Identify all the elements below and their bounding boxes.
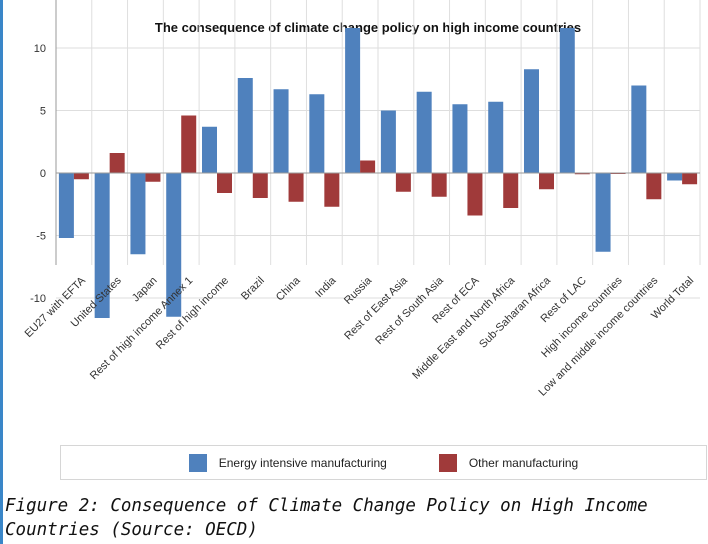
bar-other bbox=[395, 173, 411, 192]
bar-energy bbox=[667, 173, 683, 181]
bar-energy bbox=[416, 91, 432, 173]
bar-other bbox=[539, 173, 554, 190]
bar-other bbox=[252, 173, 268, 198]
bar-energy bbox=[559, 28, 575, 173]
bar-energy bbox=[202, 126, 217, 173]
bar-energy bbox=[631, 85, 647, 173]
left-accent-bar bbox=[0, 0, 3, 544]
legend-swatch-energy bbox=[188, 453, 207, 472]
bar-other bbox=[324, 173, 340, 207]
x-tick-label: Rest of high income bbox=[154, 275, 231, 352]
x-tick-label: Japan bbox=[130, 275, 160, 305]
legend-label-energy: Energy intensive manufacturing bbox=[218, 455, 387, 470]
bar-other bbox=[181, 115, 197, 173]
x-tick-label: China bbox=[274, 274, 303, 303]
x-tick-label: Rest of East Asia bbox=[342, 274, 410, 342]
bar-other bbox=[109, 153, 125, 173]
y-tick-label: 0 bbox=[40, 168, 46, 180]
bar-other bbox=[217, 173, 232, 193]
figure-caption: Figure 2: Consequence of Climate Change … bbox=[5, 496, 648, 540]
x-tick-label: Rest of South Asia bbox=[373, 274, 446, 347]
bar-other bbox=[682, 173, 698, 185]
bar-energy bbox=[452, 104, 468, 173]
y-tick-label: 5 bbox=[40, 106, 46, 118]
x-tick-label: Russia bbox=[342, 274, 375, 307]
bar-energy bbox=[237, 78, 253, 173]
bar-other bbox=[145, 173, 161, 182]
y-tick-label: 10 bbox=[34, 43, 46, 55]
y-tick-label: -10 bbox=[30, 293, 46, 305]
bar-other bbox=[503, 173, 519, 208]
bar-energy bbox=[94, 173, 110, 318]
y-tick-label: -5 bbox=[36, 231, 46, 243]
bar-other bbox=[360, 160, 376, 173]
bar-energy bbox=[58, 173, 74, 238]
x-tick-label: EU27 with EFTA bbox=[23, 274, 89, 340]
bar-energy bbox=[166, 173, 182, 317]
legend-item-energy: Energy intensive manufacturing bbox=[188, 453, 387, 472]
bar-energy bbox=[380, 110, 396, 173]
bar-other bbox=[431, 173, 447, 197]
bar-energy bbox=[524, 69, 539, 173]
legend-label-other: Other manufacturing bbox=[468, 455, 579, 470]
bar-other bbox=[574, 173, 590, 175]
bar-other bbox=[646, 173, 662, 200]
bar-other bbox=[288, 173, 304, 202]
chart-title: The consequence of climate change policy… bbox=[154, 20, 582, 35]
chart-legend: Energy intensive manufacturing Other man… bbox=[60, 445, 707, 480]
legend-item-other: Other manufacturing bbox=[438, 453, 579, 472]
bar-energy bbox=[345, 28, 361, 173]
legend-swatch-other bbox=[438, 453, 457, 472]
bar-energy bbox=[273, 89, 289, 173]
x-tick-label: India bbox=[313, 274, 339, 300]
bar-energy bbox=[309, 94, 325, 173]
bar-energy bbox=[595, 173, 611, 252]
bar-energy bbox=[488, 101, 504, 173]
bar-other bbox=[73, 173, 89, 180]
bar-other bbox=[467, 173, 483, 216]
bar-energy bbox=[130, 173, 146, 255]
